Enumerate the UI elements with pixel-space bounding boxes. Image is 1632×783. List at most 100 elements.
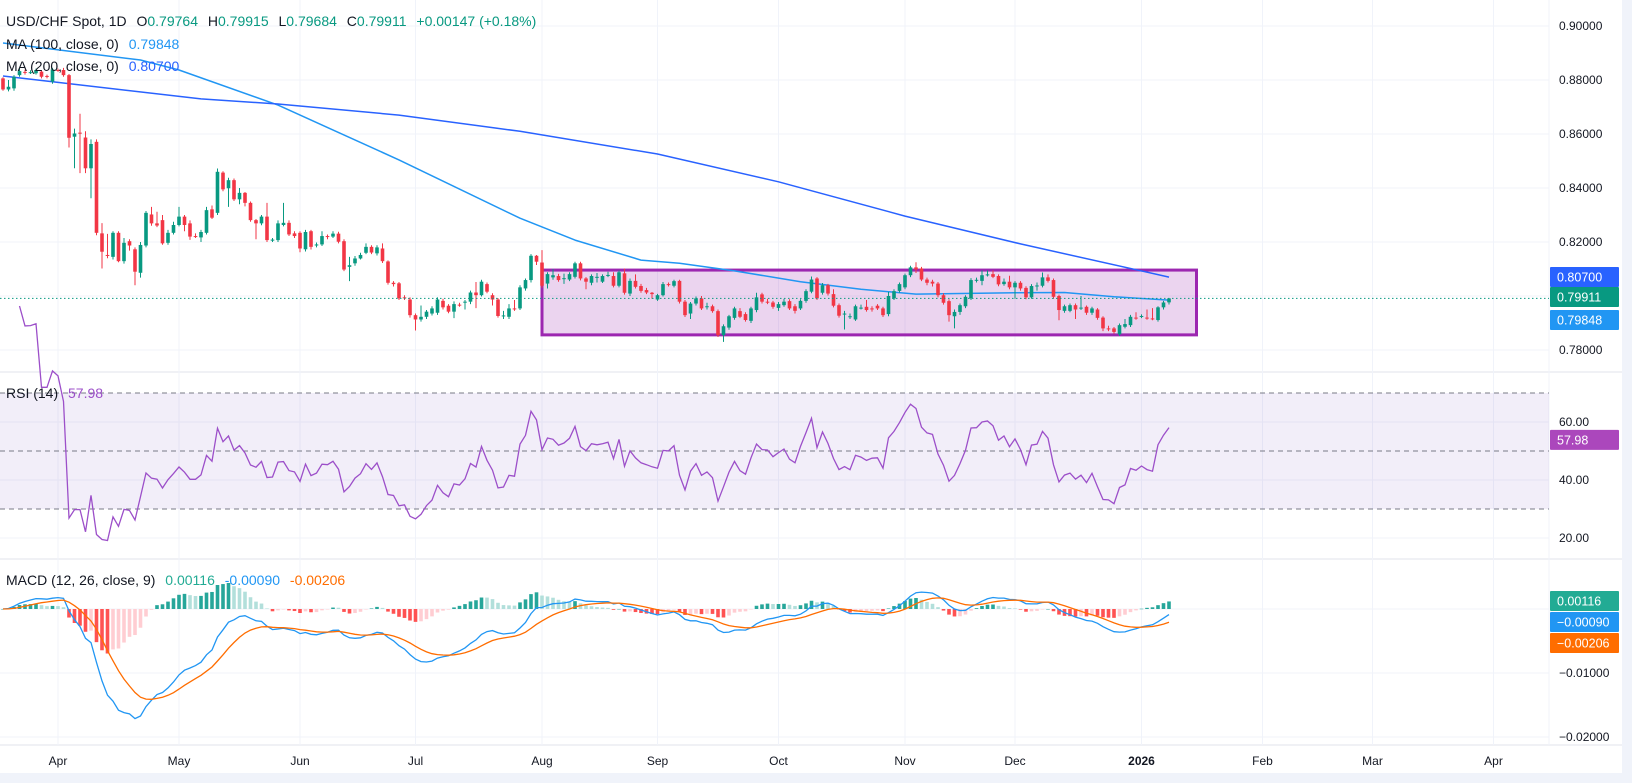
macd-histogram-bar <box>809 600 814 609</box>
candle <box>952 309 957 329</box>
macd-histogram-bar <box>1106 609 1111 618</box>
candle <box>545 272 550 289</box>
macd-histogram-bar <box>738 609 742 612</box>
candle-body <box>67 75 71 138</box>
candle-body <box>364 246 368 253</box>
candle-body <box>1167 298 1171 303</box>
candle-body <box>314 244 319 246</box>
candle <box>1040 272 1045 288</box>
low-label: L <box>278 13 287 29</box>
candle <box>171 221 176 235</box>
macd-histogram-bar <box>177 594 181 609</box>
rsi-tag: 57.98 <box>1550 429 1619 450</box>
rsi-value: 57.98 <box>68 385 104 401</box>
macd-histogram-bar <box>490 599 495 609</box>
range-rectangle[interactable] <box>540 268 1198 337</box>
time-tick-label: 2026 <box>1128 754 1155 768</box>
candle <box>237 188 242 205</box>
candle-body <box>897 284 902 291</box>
price-tag-bg <box>1550 287 1619 307</box>
candle <box>815 277 819 301</box>
candle <box>1139 314 1144 319</box>
price-tag: 0.80700 <box>1550 267 1619 287</box>
macd-histogram-bar <box>919 599 924 609</box>
macd-histogram-bar <box>589 606 594 609</box>
candle <box>380 243 385 264</box>
macd-histogram-bar <box>105 609 110 654</box>
candle-body <box>963 296 968 307</box>
time-tick-label: Oct <box>769 754 788 768</box>
candle-body <box>595 276 599 278</box>
macd-histogram-bar <box>881 609 885 612</box>
candle <box>281 202 286 227</box>
macd-histogram-bar <box>1117 609 1122 617</box>
price-pane[interactable] <box>0 42 1549 342</box>
open-number: 0.79764 <box>147 13 198 29</box>
macd-histogram-bar <box>479 597 484 609</box>
candle <box>914 262 918 274</box>
rsi-pane[interactable] <box>0 305 1549 542</box>
candle-body <box>655 295 660 300</box>
macd-histogram-bar <box>743 609 748 612</box>
candle-body <box>991 274 995 277</box>
symbol-title: USD/CHF Spot, 1D <box>6 13 127 29</box>
macd-histogram-bar <box>1007 608 1012 609</box>
macd-histogram-bar <box>226 582 231 609</box>
candle <box>474 281 478 309</box>
candle <box>17 67 22 77</box>
macd-histogram-bar <box>133 609 137 636</box>
candle <box>358 252 363 260</box>
candle-body <box>1051 280 1056 297</box>
macd-histogram-bar <box>721 609 726 618</box>
macd-histogram-bar <box>221 584 225 609</box>
candle-body <box>331 233 335 237</box>
candle-body <box>1161 302 1166 308</box>
macd-histogram-bar <box>727 609 731 616</box>
candle <box>958 303 962 315</box>
candle <box>633 274 638 289</box>
macd-histogram-bar <box>760 604 764 609</box>
macd-histogram-bar <box>56 606 60 609</box>
candle-body <box>507 308 511 317</box>
candle-body <box>518 287 522 309</box>
candle-body <box>760 294 764 302</box>
candle-body <box>155 223 159 226</box>
candle <box>468 290 473 305</box>
candle-body <box>996 276 1001 285</box>
candle <box>985 270 990 277</box>
candle-body <box>710 306 715 312</box>
candle-body <box>567 274 572 280</box>
candle <box>12 75 16 91</box>
macd-histogram-bar <box>1035 609 1039 611</box>
macd-histogram-bar <box>138 609 143 628</box>
candle-body <box>105 254 110 256</box>
macd-legend[interactable]: MACD (12, 26, close, 9) 0.00116 -0.00090… <box>6 572 351 588</box>
candle <box>347 256 352 282</box>
macd-histogram-bar <box>160 604 165 609</box>
candle <box>100 223 104 269</box>
macd-histogram-bar <box>1167 601 1171 609</box>
ma100-legend[interactable]: MA (100, close, 0) 0.79848 <box>6 36 185 52</box>
macd-tag: −0.00206 <box>1550 633 1619 653</box>
candle <box>314 242 319 248</box>
candle-body <box>397 283 401 299</box>
macd-pane[interactable] <box>1 582 1171 720</box>
candle-body <box>61 70 66 76</box>
candle-body <box>28 72 33 74</box>
macd-histogram-bar <box>567 601 572 609</box>
ma200-line <box>2 75 1170 278</box>
macd-histogram-bar <box>259 603 264 609</box>
candle <box>199 229 203 242</box>
macd-histogram-bar <box>303 609 308 612</box>
macd-histogram-bar <box>72 609 77 623</box>
candle <box>936 281 940 298</box>
candle-body <box>556 276 561 281</box>
rsi-legend[interactable]: RSI (14) 57.98 <box>6 385 109 401</box>
candle <box>1161 300 1166 310</box>
ma200-legend[interactable]: MA (200, close, 0) 0.80700 <box>6 58 185 74</box>
macd-histogram-bar <box>864 609 869 612</box>
macd-histogram-bar <box>188 595 192 609</box>
macd-histogram-bar <box>930 603 935 609</box>
candle <box>991 270 995 279</box>
